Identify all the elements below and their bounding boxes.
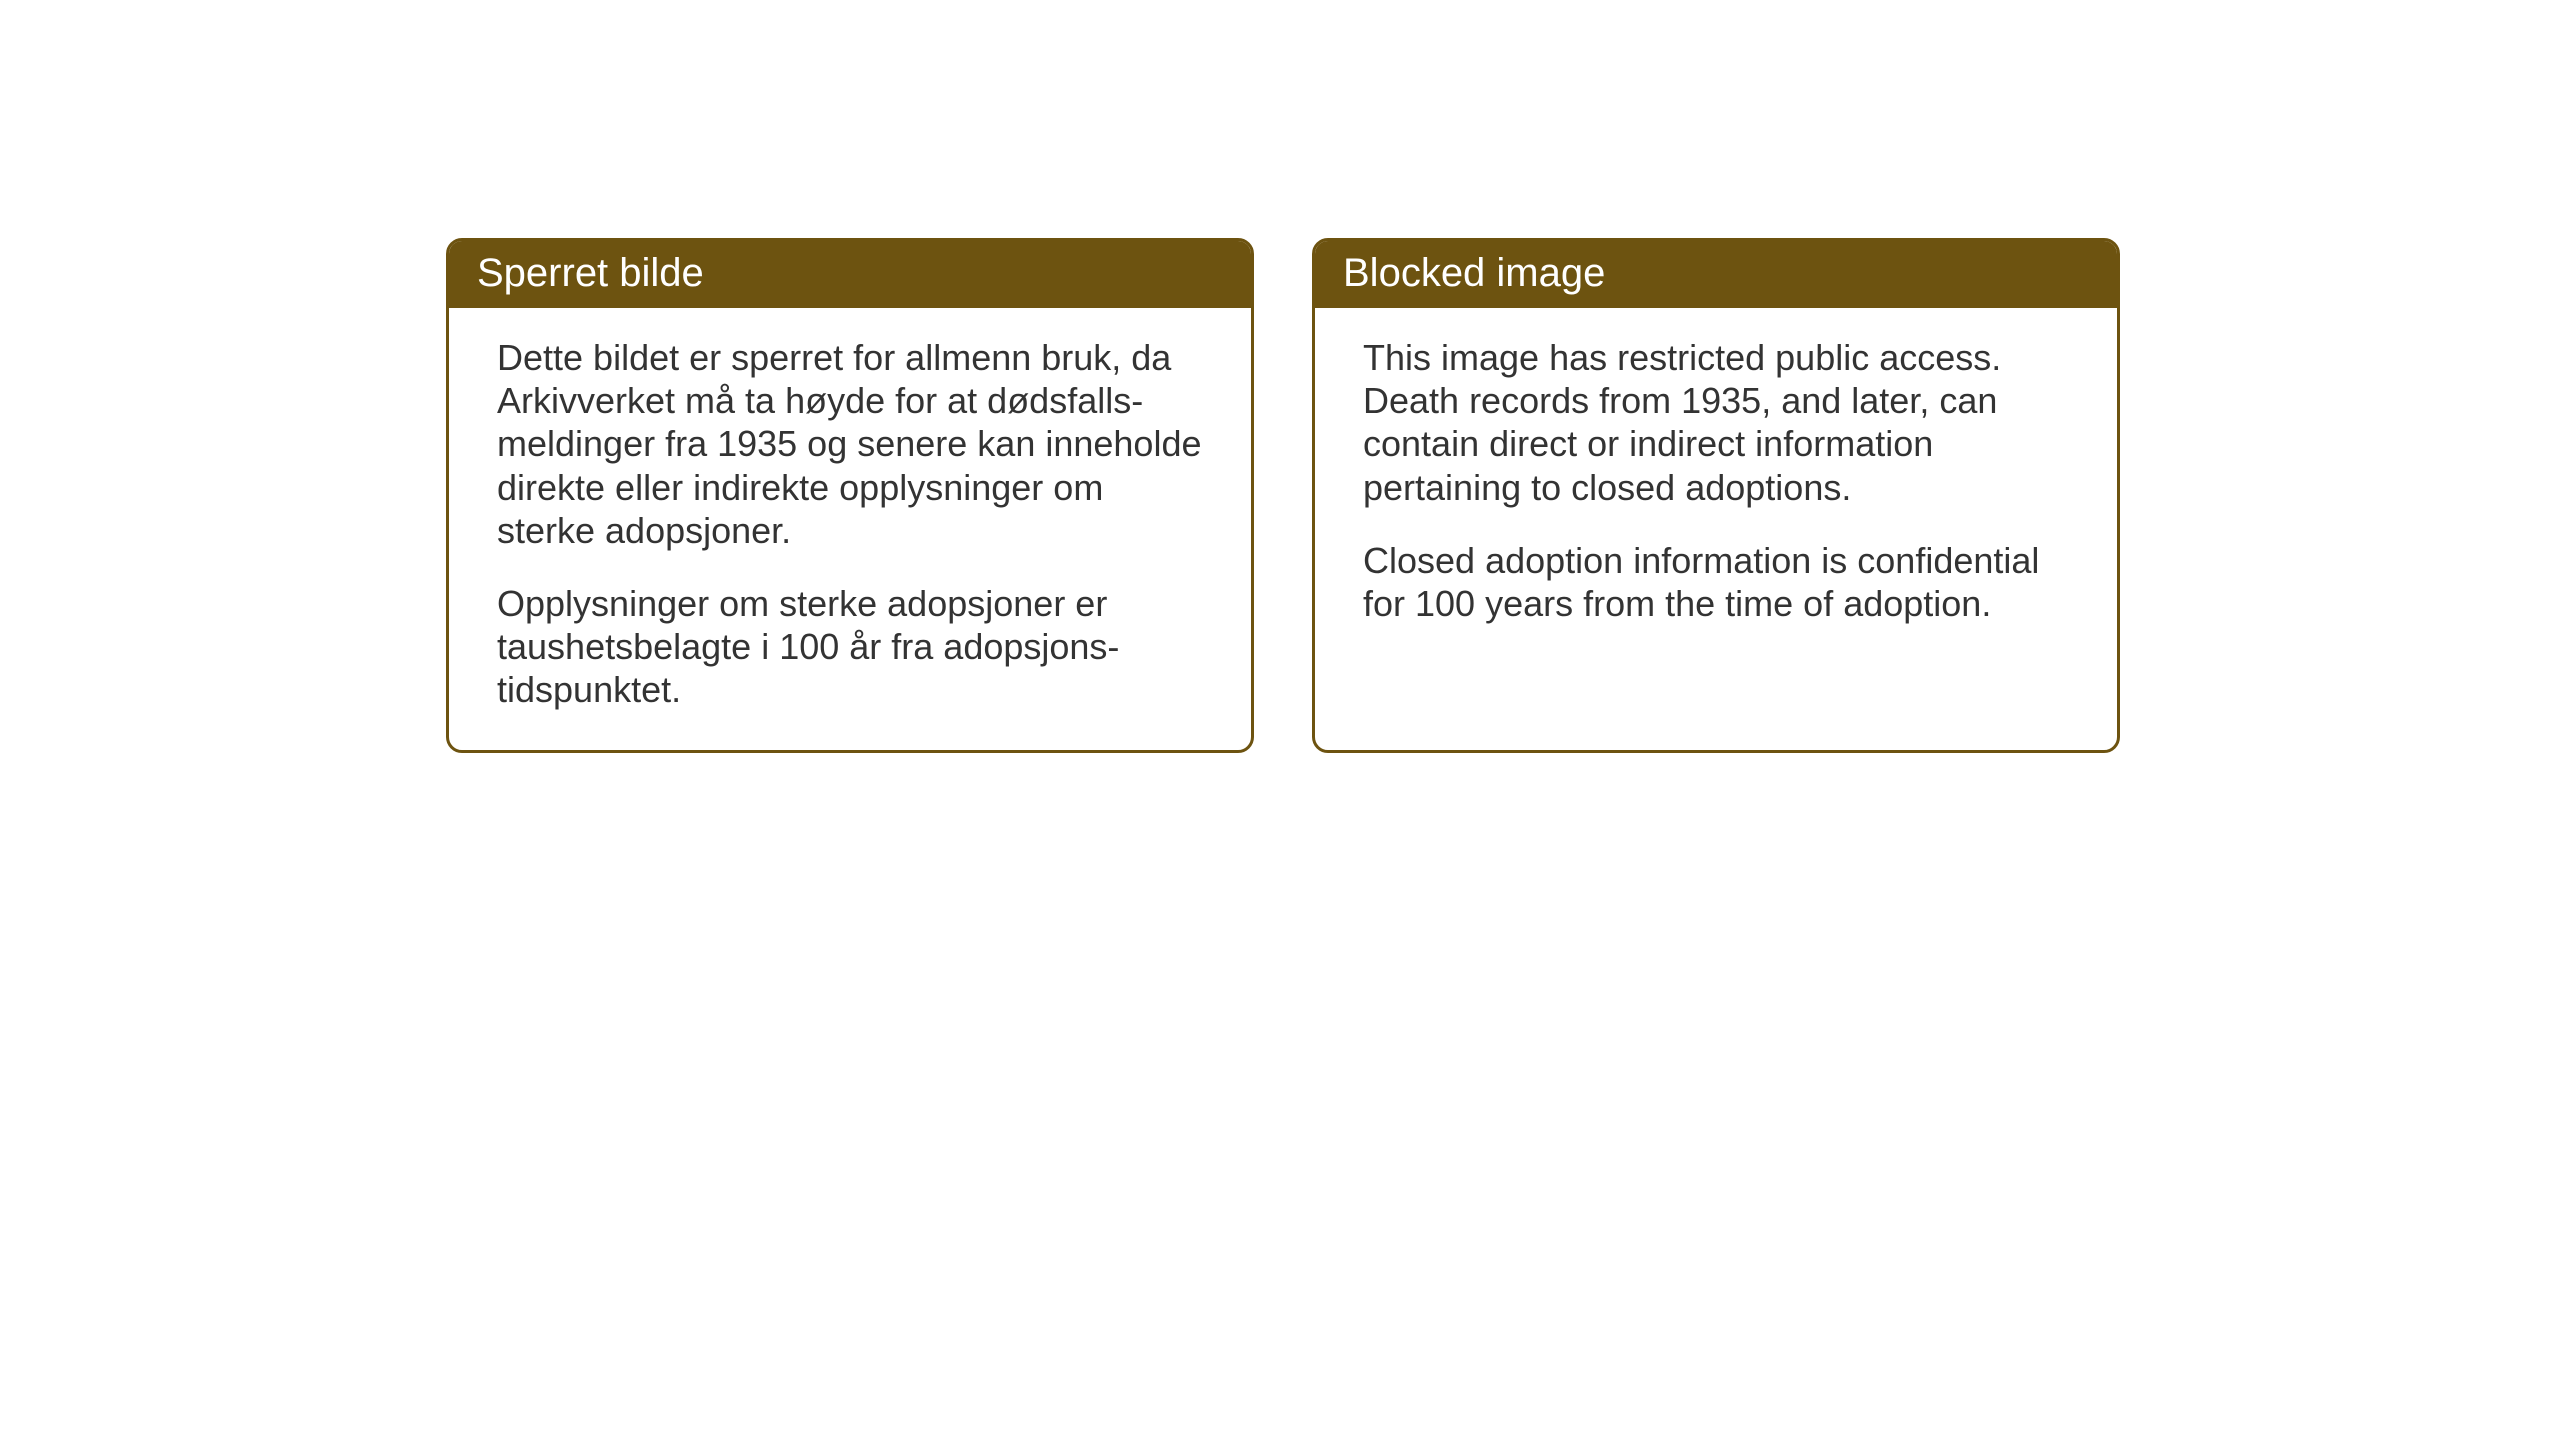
notice-cards-container: Sperret bilde Dette bildet er sperret fo…: [446, 238, 2120, 753]
english-card-header: Blocked image: [1315, 241, 2117, 308]
norwegian-card-title: Sperret bilde: [477, 251, 704, 295]
english-card-title: Blocked image: [1343, 251, 1605, 295]
norwegian-card-body: Dette bildet er sperret for allmenn bruk…: [449, 308, 1251, 750]
english-paragraph-2: Closed adoption information is confident…: [1363, 539, 2069, 625]
norwegian-card-header: Sperret bilde: [449, 241, 1251, 308]
norwegian-paragraph-2: Opplysninger om sterke adopsjoner er tau…: [497, 582, 1203, 712]
norwegian-notice-card: Sperret bilde Dette bildet er sperret fo…: [446, 238, 1254, 753]
english-notice-card: Blocked image This image has restricted …: [1312, 238, 2120, 753]
english-paragraph-1: This image has restricted public access.…: [1363, 336, 2069, 509]
english-card-body: This image has restricted public access.…: [1315, 308, 2117, 721]
norwegian-paragraph-1: Dette bildet er sperret for allmenn bruk…: [497, 336, 1203, 552]
